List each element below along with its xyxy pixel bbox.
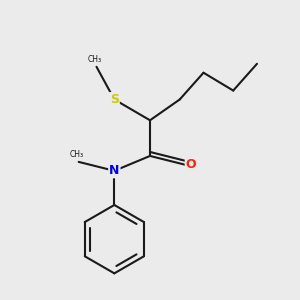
Text: CH₃: CH₃ <box>88 55 102 64</box>
Text: CH₃: CH₃ <box>70 150 84 159</box>
Text: O: O <box>186 158 196 171</box>
Text: S: S <box>110 93 119 106</box>
Text: N: N <box>109 164 119 177</box>
